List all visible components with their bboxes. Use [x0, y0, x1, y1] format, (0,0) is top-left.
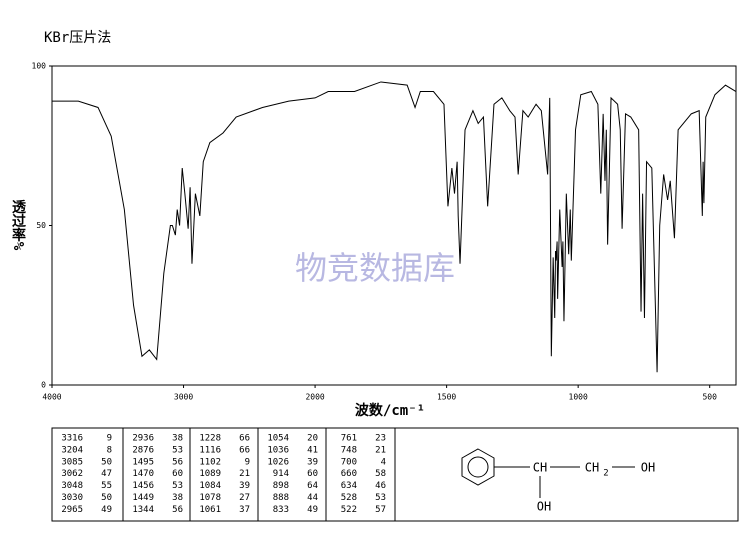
- aromatic-circle: [467, 456, 489, 478]
- plot-frame: [51, 65, 737, 386]
- chart-title: KBr压片法: [44, 30, 111, 46]
- peak-transmittance: 44: [307, 493, 318, 503]
- peak-wavenumber: 1089: [199, 469, 221, 479]
- atom-label: OH: [537, 500, 551, 514]
- x-tick-label: 4000: [42, 393, 61, 402]
- peak-wavenumber: 634: [341, 481, 357, 491]
- peak-transmittance: 64: [307, 481, 318, 491]
- peak-transmittance: 56: [172, 457, 183, 467]
- peak-transmittance: 37: [239, 505, 250, 515]
- x-tick-label: 1500: [437, 393, 456, 402]
- peak-transmittance: 53: [375, 493, 386, 503]
- peak-wavenumber: 1344: [132, 505, 154, 515]
- peak-wavenumber: 1116: [199, 445, 221, 455]
- peak-wavenumber: 2876: [132, 445, 154, 455]
- peak-transmittance: 21: [239, 469, 250, 479]
- peak-wavenumber: 1449: [132, 493, 154, 503]
- spectrum-line: [52, 81, 737, 373]
- peak-transmittance: 56: [172, 505, 183, 515]
- peak-wavenumber: 761: [341, 434, 357, 444]
- peak-transmittance: 49: [307, 505, 318, 515]
- peak-wavenumber: 2965: [61, 505, 83, 515]
- peak-wavenumber: 660: [341, 469, 357, 479]
- peak-wavenumber: 1456: [132, 481, 154, 491]
- peak-wavenumber: 3048: [61, 481, 83, 491]
- peak-wavenumber: 748: [341, 445, 357, 455]
- peak-transmittance: 38: [172, 434, 183, 444]
- peak-wavenumber: 3204: [61, 445, 83, 455]
- peak-wavenumber: 1036: [267, 445, 289, 455]
- peak-transmittance: 50: [101, 457, 112, 467]
- peak-wavenumber: 1102: [199, 457, 221, 467]
- benzene-ring: [461, 448, 495, 486]
- peak-wavenumber: 3030: [61, 493, 83, 503]
- peak-wavenumber: 1078: [199, 493, 221, 503]
- peak-transmittance: 47: [101, 469, 112, 479]
- peak-transmittance: 53: [172, 481, 183, 491]
- x-axis-label: 波数/cm⁻¹: [355, 402, 425, 419]
- peak-transmittance: 27: [239, 493, 250, 503]
- peak-wavenumber: 1495: [132, 457, 154, 467]
- x-tick-label: 2000: [305, 393, 324, 402]
- peak-transmittance: 50: [101, 493, 112, 503]
- x-tick-label: 1000: [569, 393, 588, 402]
- peak-transmittance: 66: [239, 445, 250, 455]
- peak-transmittance: 60: [172, 469, 183, 479]
- peak-transmittance: 8: [107, 445, 112, 455]
- peak-wavenumber: 3316: [61, 434, 83, 444]
- y-axis-label: 透过率%: [10, 200, 26, 251]
- peak-transmittance: 9: [107, 434, 112, 444]
- peak-transmittance: 41: [307, 445, 318, 455]
- peak-wavenumber: 3085: [61, 457, 83, 467]
- watermark: 物竞数据库: [295, 249, 455, 287]
- peak-wavenumber: 1084: [199, 481, 221, 491]
- atom-label: CH: [533, 461, 547, 475]
- peak-transmittance: 57: [375, 505, 386, 515]
- peak-transmittance: 9: [245, 457, 250, 467]
- peak-transmittance: 20: [307, 434, 318, 444]
- peak-wavenumber: 1054: [267, 434, 289, 444]
- peak-transmittance: 60: [307, 469, 318, 479]
- peak-transmittance: 39: [239, 481, 250, 491]
- peak-transmittance: 38: [172, 493, 183, 503]
- x-tick-label: 3000: [174, 393, 193, 402]
- peak-transmittance: 39: [307, 457, 318, 467]
- peak-wavenumber: 3062: [61, 469, 83, 479]
- peak-transmittance: 4: [381, 457, 386, 467]
- peak-wavenumber: 1026: [267, 457, 289, 467]
- peak-transmittance: 55: [101, 481, 112, 491]
- peak-transmittance: 23: [375, 434, 386, 444]
- y-tick-label: 100: [32, 62, 47, 71]
- x-tick-label: 500: [702, 393, 717, 402]
- peak-wavenumber: 522: [341, 505, 357, 515]
- peak-wavenumber: 528: [341, 493, 357, 503]
- peak-wavenumber: 1061: [199, 505, 221, 515]
- peak-transmittance: 58: [375, 469, 386, 479]
- y-tick-label: 50: [36, 221, 46, 230]
- peak-wavenumber: 2936: [132, 434, 154, 444]
- peak-wavenumber: 700: [341, 457, 357, 467]
- peak-wavenumber: 898: [273, 481, 289, 491]
- atom-subscript: 2: [603, 469, 608, 479]
- peak-wavenumber: 914: [273, 469, 289, 479]
- peak-transmittance: 49: [101, 505, 112, 515]
- peak-wavenumber: 888: [273, 493, 289, 503]
- peak-wavenumber: 1470: [132, 469, 154, 479]
- peak-transmittance: 21: [375, 445, 386, 455]
- peak-transmittance: 53: [172, 445, 183, 455]
- peak-transmittance: 46: [375, 481, 386, 491]
- atom-label: OH: [641, 461, 655, 475]
- y-tick-label: 0: [41, 381, 46, 390]
- peak-transmittance: 66: [239, 434, 250, 444]
- structure: [461, 448, 635, 498]
- peak-wavenumber: 833: [273, 505, 289, 515]
- peak-wavenumber: 1228: [199, 434, 221, 444]
- atom-label: CH: [585, 461, 599, 475]
